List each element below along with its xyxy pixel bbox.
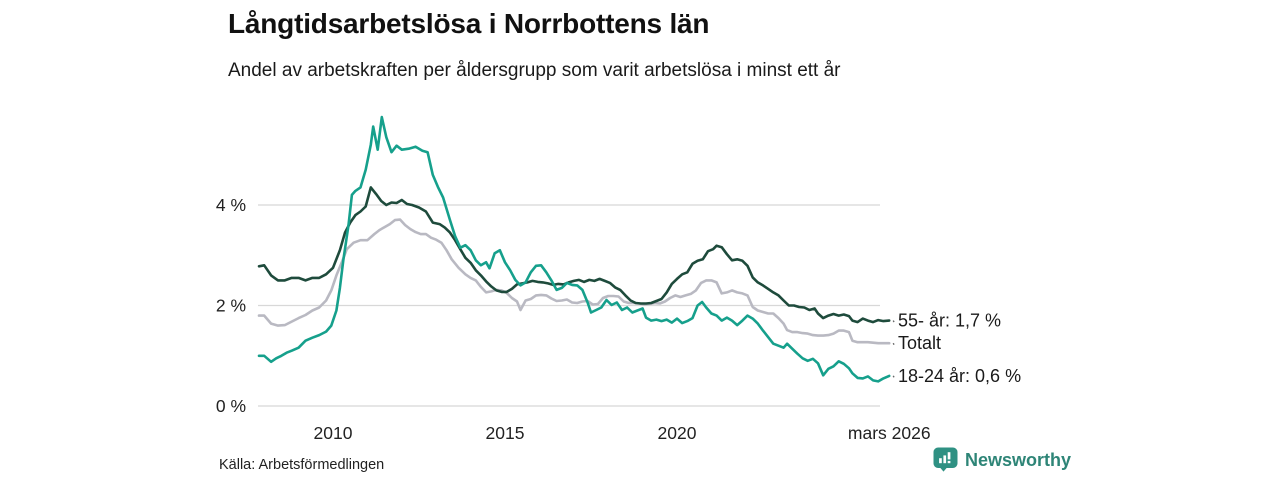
series-end-label: 18-24 år: 0,6 % xyxy=(898,366,1021,386)
x-axis-tick-label: 2015 xyxy=(486,423,525,443)
series-line-55-r xyxy=(257,186,891,324)
chart-subtitle: Andel av arbetskraften per åldersgrupp s… xyxy=(228,60,841,81)
series-end-label: Totalt xyxy=(898,333,941,353)
source-note: Källa: Arbetsförmedlingen xyxy=(219,457,385,473)
x-axis-tick-label: mars 2026 xyxy=(848,423,931,443)
chart-title: Långtidsarbetslösa i Norrbottens län xyxy=(228,8,710,39)
y-axis-tick-label: 4 % xyxy=(216,195,246,215)
series-end-label: 55- år: 1,7 % xyxy=(898,311,1001,331)
y-axis-tick-label: 2 % xyxy=(216,296,246,316)
newsworthy-logo-text: Newsworthy xyxy=(965,449,1072,470)
label-connector xyxy=(892,320,895,323)
newsworthy-logo: Newsworthy xyxy=(933,447,1071,473)
x-axis-tick-label: 2020 xyxy=(658,423,697,443)
y-axis-tick-label: 0 % xyxy=(216,396,246,416)
label-connector xyxy=(892,342,895,346)
newsworthy-logo-icon xyxy=(933,447,958,472)
series-line-18-24r xyxy=(257,115,891,383)
x-axis-tick-label: 2010 xyxy=(314,423,353,443)
label-connector xyxy=(892,375,895,378)
